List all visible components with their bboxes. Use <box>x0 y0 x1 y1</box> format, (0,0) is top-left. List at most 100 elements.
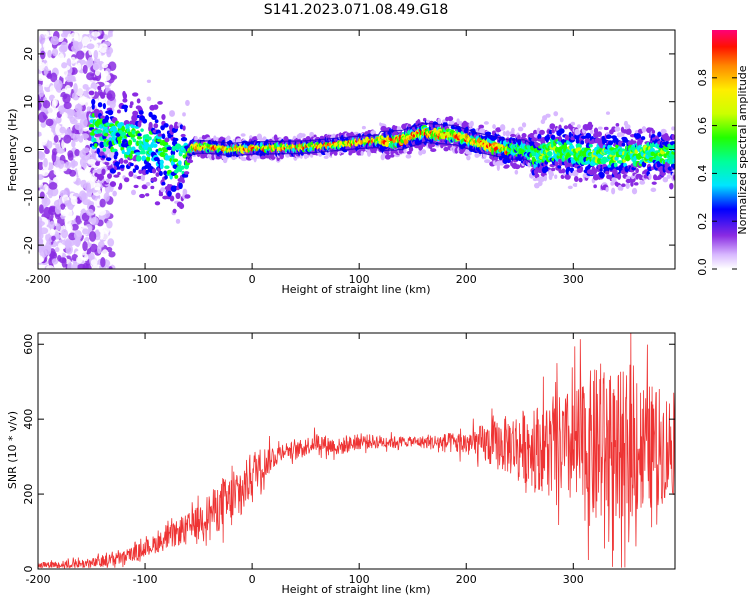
spectrogram-cell <box>39 136 48 146</box>
spectrogram-cell <box>603 126 609 131</box>
spectrogram-cell <box>156 138 162 143</box>
spectrogram-cell <box>574 128 580 136</box>
spectrogram-cell <box>466 155 471 161</box>
spectrogram-cell <box>103 133 109 137</box>
spectrogram-cell <box>76 256 83 264</box>
spectrogram-cell <box>551 167 556 172</box>
spectrogram-cell <box>132 110 139 117</box>
spectrogram-cell <box>123 159 129 164</box>
x-tick-label: 200 <box>456 573 477 586</box>
spectrogram-cell <box>64 209 73 218</box>
spectrogram-cell <box>47 49 52 58</box>
spectrogram-cell <box>116 109 121 114</box>
spectrogram-cell <box>96 129 103 134</box>
spectrogram-cell <box>48 182 58 190</box>
spectrogram-cell <box>63 187 71 197</box>
spectrogram-cell <box>106 93 113 100</box>
spectrogram-cell <box>579 166 584 172</box>
spectrogram-cell <box>78 95 87 106</box>
spectrogram-cell <box>45 140 53 149</box>
spectrogram-cell <box>159 159 164 165</box>
spectrogram-cell <box>93 49 99 60</box>
spectrogram-cell <box>549 170 554 177</box>
spectrogram-cell <box>79 149 86 159</box>
spectrogram-cell <box>186 159 194 164</box>
spectrogram-cell <box>107 173 113 179</box>
spectrogram-cell <box>590 129 594 135</box>
spectrogram-cell <box>576 147 582 151</box>
spectrogram-cell <box>171 145 176 152</box>
spectrogram-cell <box>605 111 611 115</box>
spectrogram-cell <box>87 158 97 165</box>
spectrogram-cell <box>666 174 671 179</box>
spectrogram-cell <box>121 149 125 155</box>
spectrogram-cell <box>309 131 315 138</box>
spectrogram-cell <box>154 119 159 124</box>
spectrogram-cell <box>148 121 153 129</box>
y-tick-label: 0 <box>22 146 35 153</box>
spectrogram-cell <box>44 148 50 155</box>
spectrogram-cell <box>100 229 109 240</box>
spectrogram-cell <box>96 168 102 175</box>
spectrogram-cell <box>104 161 110 166</box>
spectrogram-cell <box>543 175 548 182</box>
spectrogram-cell <box>554 174 558 179</box>
spectrogram-cell <box>49 220 55 229</box>
spectrogram-cell <box>164 165 170 169</box>
spectrogram-cell <box>178 182 183 190</box>
spectrogram-cell <box>67 33 72 44</box>
spectrogram-cell <box>141 149 146 155</box>
spectrogram-cell <box>51 258 59 265</box>
spectrogram-cell <box>182 125 186 131</box>
spectrogram-cell <box>138 140 143 146</box>
spectrogram-cell <box>635 168 639 174</box>
spectrogram-cell <box>78 190 87 201</box>
spectrogram-cell <box>172 208 177 214</box>
spectrogram-cell <box>56 170 61 180</box>
spectrogram-cell <box>123 177 130 183</box>
spectrogram-cell <box>47 189 53 199</box>
spectrogram-cell <box>133 184 139 189</box>
figure-title: S141.2023.071.08.49.G18 <box>264 2 449 18</box>
spectrogram-cell <box>361 125 366 130</box>
spectrogram-cell <box>74 177 81 186</box>
spectrogram-cell <box>99 141 105 149</box>
spectrogram-cell <box>517 126 524 132</box>
spectrogram-cell <box>75 73 80 81</box>
spectrogram-cell <box>67 150 74 158</box>
spectrogram-cell <box>179 124 184 130</box>
spectrogram-cell <box>71 160 79 167</box>
y-tick-label: 0 <box>22 566 35 573</box>
spectrogram-cell <box>129 101 134 106</box>
spectrogram-cell <box>605 186 609 193</box>
spectrogram-cell <box>97 102 103 108</box>
spectrogram-cell <box>39 191 45 200</box>
spectrogram-cell <box>384 141 390 148</box>
spectrogram-cell <box>196 131 203 136</box>
spectrogram-cell <box>138 110 144 115</box>
spectrogram-cell <box>88 48 93 56</box>
spectrogram-cell <box>167 190 172 197</box>
spectrogram-cell <box>145 193 150 197</box>
spectrogram-cell <box>51 151 57 163</box>
spectrogram-cell <box>545 113 551 118</box>
spectrogram-cell <box>164 137 170 143</box>
spectrogram-cell <box>157 133 163 137</box>
spectrogram-cell <box>94 143 98 148</box>
spectrogram-cell <box>155 172 160 177</box>
spectrogram-cell <box>107 109 114 116</box>
spectrogram-cell <box>81 36 91 47</box>
spectrogram-cell <box>69 116 76 122</box>
spectrogram-cell <box>90 216 99 226</box>
spectrogram-cell <box>86 182 91 193</box>
spectrogram-cell <box>38 161 44 171</box>
spectrogram-cell <box>161 181 166 186</box>
spectrogram-cell <box>396 126 402 133</box>
spectrogram-cell <box>154 201 161 206</box>
spectrogram-cell <box>641 126 647 133</box>
spectrogram-cell <box>615 123 620 127</box>
spectrogram-cell <box>584 115 589 120</box>
spectrogram-cell <box>172 137 179 142</box>
spectrogram-cell <box>102 102 107 110</box>
spectrogram-cell <box>437 118 442 125</box>
